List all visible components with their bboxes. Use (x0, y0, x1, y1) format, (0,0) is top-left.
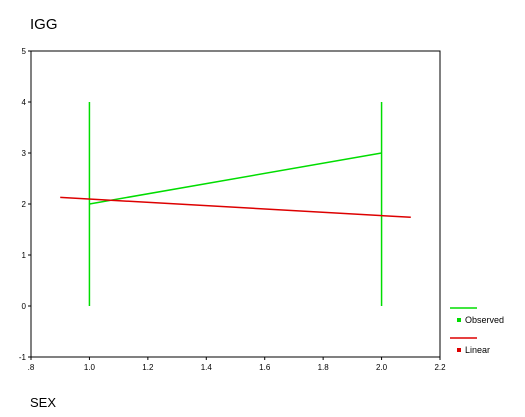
x-tick-label: 1.0 (84, 363, 96, 372)
legend-label: Linear (465, 345, 490, 355)
legend-marker (457, 348, 461, 352)
x-tick-label: 1.2 (142, 363, 154, 372)
y-tick-label: 4 (22, 98, 27, 107)
y-tick-label: 2 (22, 200, 27, 209)
y-tick-label: -1 (19, 353, 27, 362)
x-tick-label: 1.6 (259, 363, 271, 372)
x-tick-label: 1.8 (318, 363, 330, 372)
axes-layer: .8 1.0 1.2 1.4 1.6 1.8 2.0 2.2 -1 0 1 2 3 4 5 (19, 47, 446, 372)
x-tick-label: 1.4 (201, 363, 213, 372)
series-line-observed (89, 152, 382, 205)
x-tick-label: 2.0 (376, 363, 388, 372)
x-axis-label: SEX (30, 395, 57, 410)
series-line-linear (60, 196, 411, 219)
legend: Observed Linear (450, 307, 504, 355)
x-tick-label: 2.2 (434, 363, 446, 372)
y-tick-label: 1 (22, 251, 27, 260)
chart-title: IGG (30, 16, 58, 33)
x-tick-label: .8 (28, 363, 35, 372)
y-tick-label: 3 (22, 149, 27, 158)
y-tick-label: 5 (22, 47, 27, 56)
series-layer (60, 102, 411, 306)
y-tick-label: 0 (22, 302, 27, 311)
legend-marker (457, 318, 461, 322)
legend-label: Observed (465, 315, 504, 325)
